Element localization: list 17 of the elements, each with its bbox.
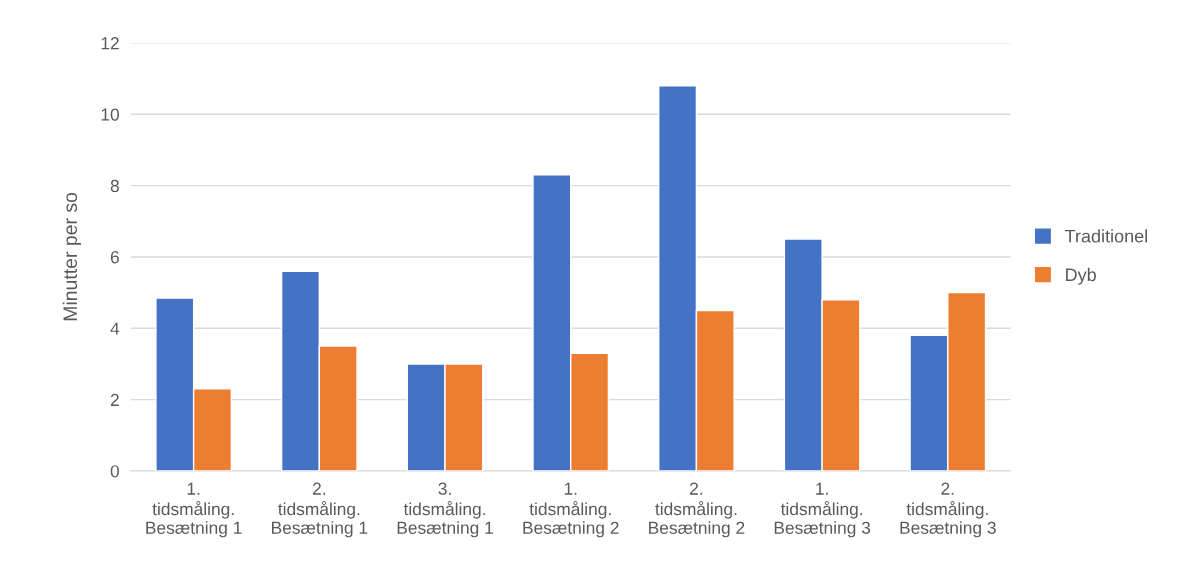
x-tick-label: 2. tidsmåling. Besætning 2	[649, 482, 745, 538]
x-tick-label: 1. tidsmåling. Besætning 1	[146, 482, 242, 538]
legend-label: Dyb	[1066, 267, 1096, 285]
y-tick-label: 0	[110, 465, 119, 478]
x-tick-label: 1. tidsmåling. Besætning 2	[523, 482, 619, 538]
x-tick-label: 2. tidsmåling. Besætning 1	[272, 482, 368, 538]
y-tick-label: 4	[110, 322, 120, 335]
x-tick-label: 2. tidsmåling. Besætning 3	[900, 482, 996, 538]
x-tick-label: 3. tidsmåling. Besætning 1	[397, 482, 493, 538]
y-tick-label: 8	[110, 179, 119, 193]
y-tick-label: 12	[101, 37, 119, 50]
y-tick-label: 2	[110, 393, 119, 406]
y-tick-label: 6	[110, 251, 119, 264]
y-tick-label: 10	[101, 108, 119, 121]
y-axis-title: Minutter per so	[62, 192, 81, 321]
legend-label: Traditionel	[1064, 229, 1147, 243]
x-tick-label: 1. tidsmåling. Besætning 3	[774, 482, 871, 538]
